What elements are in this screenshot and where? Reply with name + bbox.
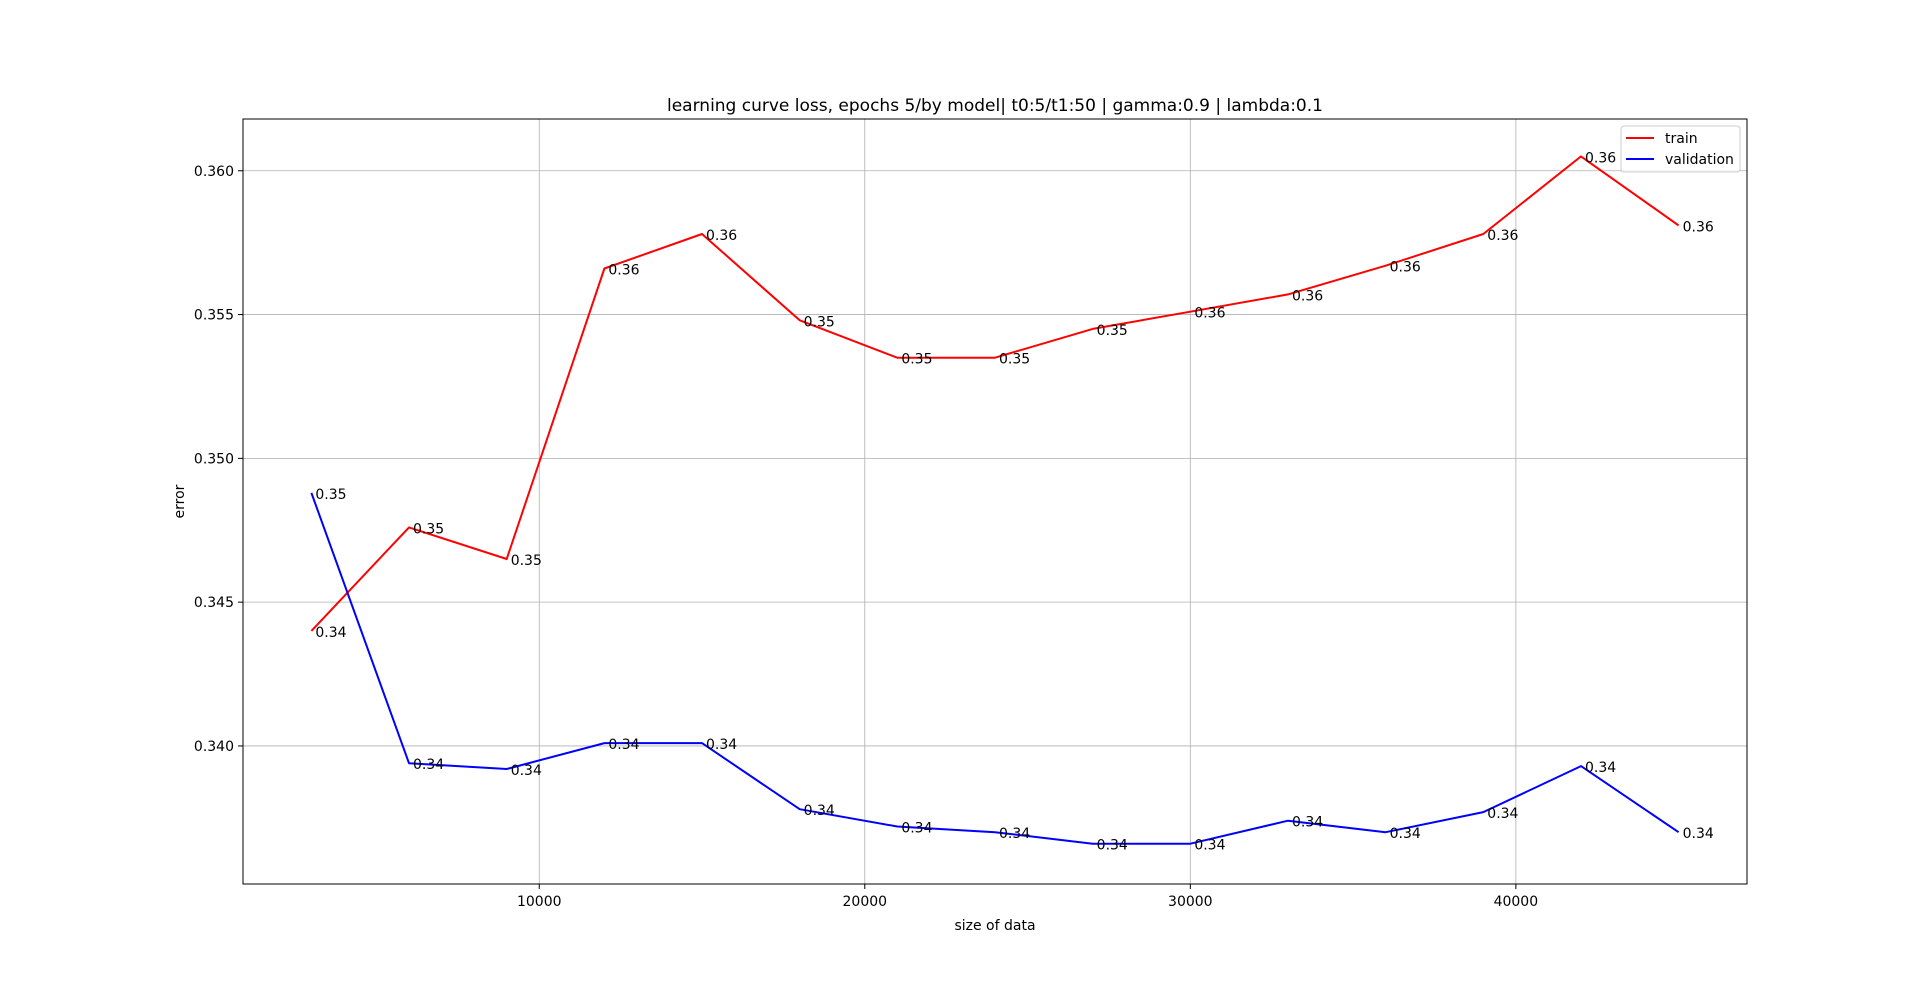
data-label-train: 0.36 — [1487, 228, 1518, 244]
data-label-train: 0.36 — [1390, 260, 1421, 276]
data-label-validation: 0.34 — [1390, 826, 1421, 842]
x-tick-label: 10000 — [517, 894, 562, 910]
legend-label-train: train — [1665, 131, 1698, 147]
data-label-train: 0.36 — [706, 228, 737, 244]
data-label-train: 0.34 — [315, 625, 346, 641]
data-label-validation: 0.34 — [999, 826, 1030, 842]
data-label-train: 0.35 — [901, 352, 932, 368]
y-tick-label: 0.355 — [194, 308, 234, 324]
y-tick-label: 0.345 — [194, 595, 234, 611]
data-label-train: 0.36 — [608, 263, 639, 279]
y-axis-label: error — [172, 484, 188, 518]
data-label-validation: 0.35 — [315, 487, 346, 503]
data-label-validation: 0.34 — [608, 737, 639, 753]
data-label-train: 0.36 — [1585, 150, 1616, 166]
x-axis-ticks: 10000 20000 30000 40000 — [517, 884, 1538, 910]
x-axis-label: size of data — [954, 918, 1035, 934]
data-labels: 0.34 0.35 0.35 0.36 0.36 0.35 0.35 0.35 0.35 0.36… — [315, 150, 1714, 853]
data-label-validation: 0.34 — [511, 763, 542, 779]
series-lines — [310, 155, 1680, 845]
series-line-validation — [310, 492, 1680, 845]
data-label-validation: 0.34 — [1292, 815, 1323, 831]
data-label-train: 0.35 — [413, 521, 444, 537]
data-label-train: 0.35 — [999, 352, 1030, 368]
plot-area-frame — [242, 118, 1748, 885]
data-label-validation: 0.34 — [901, 820, 932, 836]
chart-title: learning curve loss, epochs 5/by model| … — [667, 96, 1323, 116]
y-axis-ticks: 0.340 0.345 0.350 0.355 0.360 — [194, 164, 243, 755]
data-label-validation: 0.34 — [804, 803, 835, 819]
data-label-validation: 0.34 — [1585, 760, 1616, 776]
x-tick-label: 20000 — [843, 894, 888, 910]
data-label-train: 0.35 — [804, 314, 835, 330]
data-label-train: 0.35 — [511, 553, 542, 569]
x-tick-label: 30000 — [1168, 894, 1213, 910]
y-tick-label: 0.340 — [194, 739, 234, 755]
legend: train validation — [1620, 125, 1741, 173]
data-label-validation: 0.34 — [706, 737, 737, 753]
data-label-train: 0.36 — [1292, 288, 1323, 304]
grid-lines — [243, 119, 1747, 884]
data-label-validation: 0.34 — [1097, 838, 1128, 854]
series-line-train — [310, 155, 1680, 632]
data-label-validation: 0.34 — [413, 757, 444, 773]
data-label-train: 0.35 — [1097, 323, 1128, 339]
data-label-train: 0.36 — [1194, 306, 1225, 322]
data-label-validation: 0.34 — [1683, 826, 1714, 842]
x-tick-label: 40000 — [1494, 894, 1539, 910]
data-label-train: 0.36 — [1683, 219, 1714, 235]
data-label-validation: 0.34 — [1194, 838, 1225, 854]
legend-label-validation: validation — [1665, 152, 1734, 168]
y-tick-label: 0.350 — [194, 451, 234, 467]
data-label-validation: 0.34 — [1487, 806, 1518, 822]
y-tick-label: 0.360 — [194, 164, 234, 180]
